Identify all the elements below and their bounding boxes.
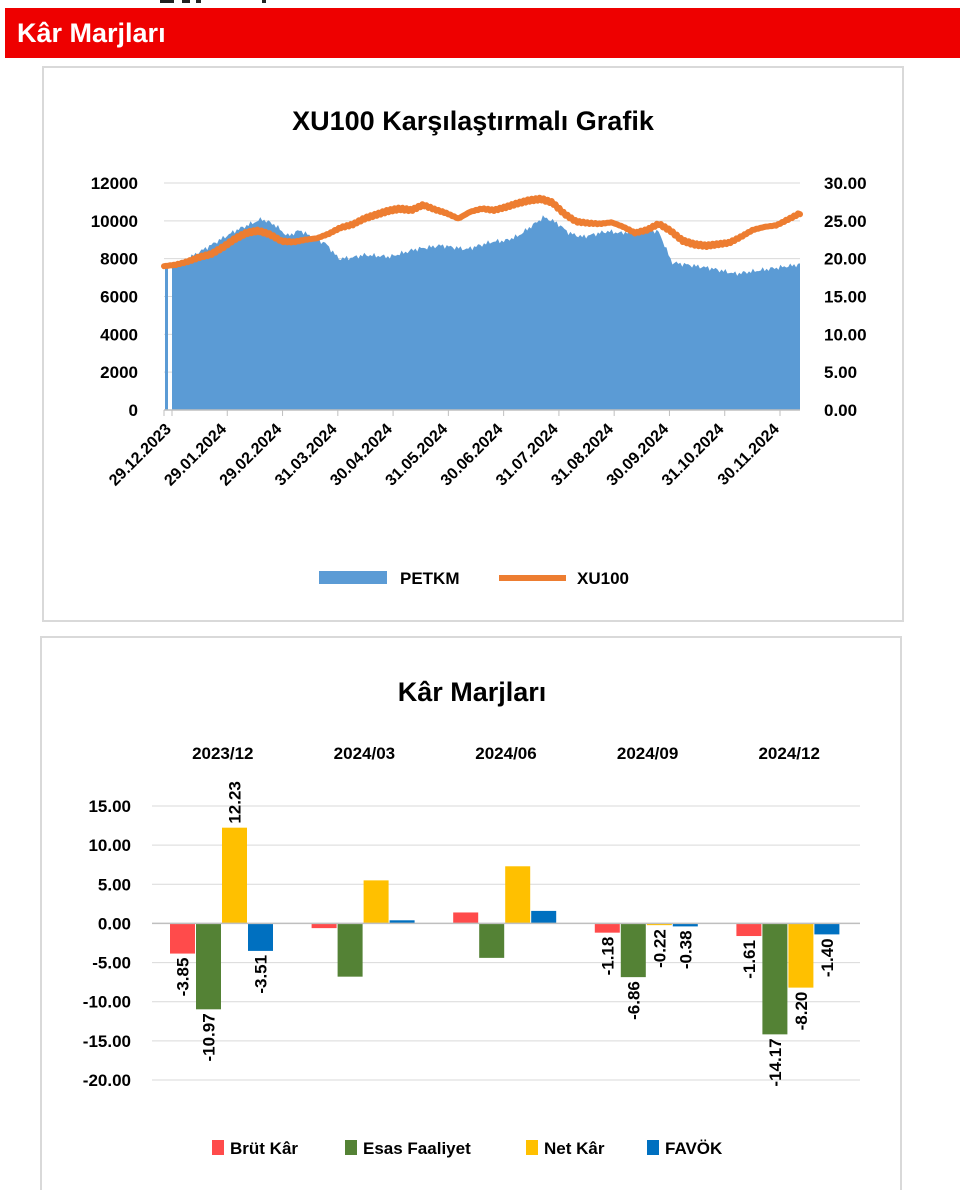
xu100-comparison-chart: XU100 Karşılaştırmalı Grafik 0 2000 4000 600…: [91, 106, 867, 588]
data-label: -3.85: [174, 958, 193, 997]
xu100-comparison-chart-panel: XU100 Karşılaştırmalı Grafik 0 2000 4000 600…: [42, 66, 904, 622]
petkm-area-start-bar: [165, 266, 168, 410]
category-label: 2023/12: [192, 744, 253, 763]
data-label: -0.38: [676, 930, 695, 969]
legend-label: Brüt Kâr: [230, 1139, 298, 1158]
bar-esas-faaliyet-2024-06: [479, 923, 505, 958]
y-right-tick-label: 25.00: [824, 212, 867, 231]
data-label: -1.40: [818, 938, 837, 977]
y-tick-label: 5.00: [98, 875, 131, 894]
bar-net-k-r-2024-12: [788, 923, 814, 988]
y-right-tick-label: 0.00: [824, 401, 857, 420]
bar-net-k-r-2024-09: [646, 923, 672, 926]
category-label: 2024/03: [334, 744, 395, 763]
y-left-tick-label: 12000: [91, 174, 138, 193]
bar-fav-k-2024-03: [389, 920, 415, 924]
bar-fav-k-2024-06: [531, 910, 557, 924]
legend-label: Net Kâr: [544, 1139, 605, 1158]
legend-swatch-petkm: [319, 571, 387, 584]
data-label: -6.86: [624, 981, 643, 1020]
y-right-tick-label: 5.00: [824, 363, 857, 382]
legend-label: Esas Faaliyet: [363, 1139, 471, 1158]
y-right-tick-label: 30.00: [824, 174, 867, 193]
data-label: -10.97: [200, 1013, 219, 1061]
legend-swatch: [526, 1140, 538, 1155]
y-right-tick-label: 15.00: [824, 288, 867, 307]
bar-esas-faaliyet-2024-03: [337, 923, 363, 977]
bar-net-k-r-2024-06: [505, 866, 531, 924]
y-left-tick-label: 6000: [100, 288, 138, 307]
category-label: 2024/12: [758, 744, 819, 763]
bar-fav-k-2024-09: [672, 923, 698, 927]
profit-margins-chart-panel: Kâr Marjları 15.00 10.00 5.00 0.00 -5.00 -10.0…: [40, 636, 902, 1190]
bar-br-t-k-r-2024-03: [311, 923, 337, 929]
data-label: -0.22: [650, 929, 669, 968]
y-tick-label: 0.00: [98, 914, 131, 933]
legend-swatch: [345, 1140, 357, 1155]
section-header-bar: Kâr Marjları: [5, 8, 960, 58]
bar-esas-faaliyet-2024-09: [620, 923, 646, 978]
y-left-tick-label: 0: [129, 401, 138, 420]
section-title: Kâr Marjları: [17, 18, 166, 48]
bar-fav-k-2023-12: [248, 923, 273, 951]
y-tick-label: 15.00: [88, 797, 131, 816]
legend-label-petkm: PETKM: [400, 569, 460, 588]
legend-label-xu100: XU100: [577, 569, 629, 588]
bar-fav-k-2024-12: [814, 923, 840, 935]
y-tick-label: -10.00: [83, 993, 131, 1012]
legend-swatch: [647, 1140, 659, 1155]
category-label: 2024/09: [617, 744, 678, 763]
bar-br-t-k-r-2024-12: [736, 923, 762, 937]
chart-title: Kâr Marjları: [398, 677, 547, 707]
y-right-tick-label: 10.00: [824, 325, 867, 344]
bar-br-t-k-r-2023-12: [170, 923, 195, 954]
chart-title: XU100 Karşılaştırmalı Grafik: [292, 106, 655, 136]
profit-margins-chart: Kâr Marjları 15.00 10.00 5.00 0.00 -5.00 -10.0…: [83, 677, 860, 1158]
petkm-area-series: [172, 215, 800, 410]
y-tick-label: -20.00: [83, 1071, 131, 1090]
y-tick-label: -5.00: [92, 954, 131, 973]
y-right-tick-label: 20.00: [824, 250, 867, 269]
bar-net-k-r-2023-12: [222, 827, 247, 924]
data-label: -8.20: [792, 992, 811, 1031]
data-label: -3.51: [252, 955, 271, 994]
data-label: -1.61: [740, 940, 759, 979]
data-label: -1.18: [598, 937, 617, 976]
y-tick-label: 10.00: [88, 836, 131, 855]
category-label: 2024/06: [475, 744, 536, 763]
data-label: 12.23: [226, 781, 245, 824]
bar-esas-faaliyet-2023-12: [196, 923, 221, 1010]
previous-heading-fragment: [0, 0, 960, 8]
y-left-tick-label: 10000: [91, 212, 138, 231]
bar-net-k-r-2024-03: [363, 880, 389, 924]
bar-esas-faaliyet-2024-12: [762, 923, 788, 1035]
bar-br-t-k-r-2024-09: [594, 923, 620, 933]
xu100-line-series: [161, 194, 803, 270]
y-left-tick-label: 2000: [100, 363, 138, 382]
y-left-tick-label: 4000: [100, 325, 138, 344]
y-left-tick-label: 8000: [100, 250, 138, 269]
legend-swatch: [212, 1140, 224, 1155]
bar-br-t-k-r-2024-06: [453, 912, 479, 924]
legend-label: FAVÖK: [665, 1139, 723, 1158]
y-tick-label: -15.00: [83, 1032, 131, 1051]
data-label: -14.17: [766, 1038, 785, 1086]
